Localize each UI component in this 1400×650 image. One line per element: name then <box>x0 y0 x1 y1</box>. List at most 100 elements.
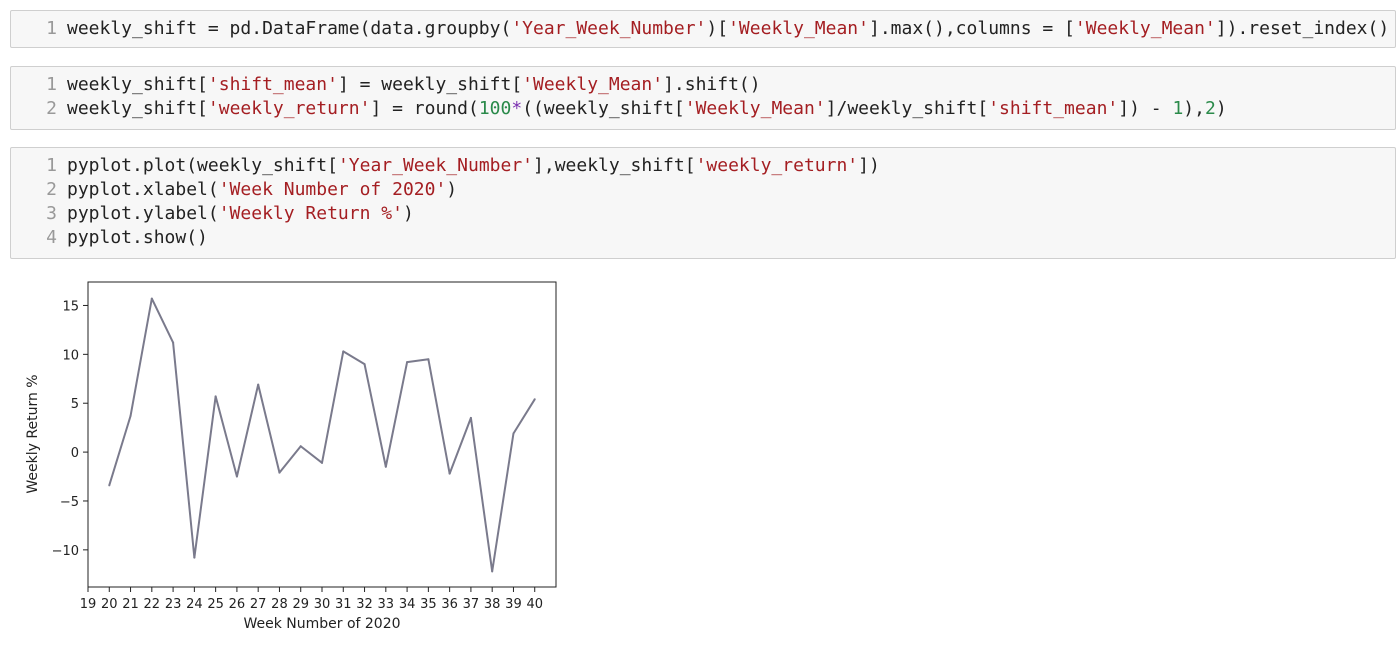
code-token: ]).reset_index() <box>1215 18 1390 39</box>
y-axis-label: Weekly Return % <box>25 374 41 493</box>
code-token: 'Year_Week_Number' <box>511 18 707 39</box>
data-point <box>427 358 430 361</box>
x-tick-label: 19 <box>80 597 97 612</box>
code-token: 'shift_mean' <box>207 74 338 95</box>
code-token: ]) - <box>1118 98 1173 119</box>
x-tick-label: 33 <box>378 597 395 612</box>
data-point <box>448 472 451 475</box>
x-tick-label: 26 <box>229 597 246 612</box>
x-tick-label: 23 <box>165 597 182 612</box>
y-tick-label: 15 <box>62 299 79 314</box>
line-chart: 19 20 21 22 23 24 25 26 27 28 29 30 31 32 33 34 35 36 37 38… <box>25 281 557 632</box>
code-text[interactable]: pyplot.ylabel('Weekly Return %') <box>67 202 414 226</box>
series-group <box>108 297 536 573</box>
code-token: )[ <box>706 18 729 39</box>
code-text[interactable]: weekly_shift = pd.DataFrame(data.groupby… <box>67 17 1389 41</box>
x-tick-label: 30 <box>314 597 331 612</box>
code-token: weekly_shift[ <box>67 74 208 95</box>
data-point <box>278 471 281 474</box>
line-number: 1 <box>46 18 57 39</box>
x-tick-label: 35 <box>420 597 437 612</box>
code-cell-1[interactable]: 1 weekly_shift = pd.DataFrame(data.groupb… <box>10 10 1396 48</box>
x-tick-label: 37 <box>463 597 480 612</box>
code-token: ].shift() <box>663 74 761 95</box>
x-tick-label: 20 <box>101 597 118 612</box>
x-tick-label: 29 <box>292 597 309 612</box>
code-token: * <box>511 98 523 119</box>
line-number: 2 <box>46 179 57 200</box>
line-number: 1 <box>46 74 57 95</box>
code-token: 'Weekly_Mean' <box>728 18 869 39</box>
code-token: weekly_shift = pd.DataFrame(data.groupby… <box>67 18 512 39</box>
code-text[interactable]: pyplot.show() <box>67 226 208 250</box>
x-tick-label: 28 <box>271 597 288 612</box>
code-token: pyplot.show() <box>67 227 208 248</box>
y-tick-label: −10 <box>52 544 79 559</box>
code-token: ) <box>446 179 458 200</box>
x-tick-label: 22 <box>144 597 161 612</box>
code-token: 'Week Number of 2020' <box>218 179 447 200</box>
code-token: 100 <box>478 98 512 119</box>
code-token: ) <box>1215 98 1227 119</box>
code-token: ],weekly_shift[ <box>533 155 696 176</box>
code-cell-3[interactable]: 1 pyplot.plot(weekly_shift['Year_Week_Num… <box>10 147 1396 259</box>
data-point <box>172 341 175 344</box>
code-token: ]) <box>858 155 880 176</box>
code-text[interactable]: weekly_shift['shift_mean'] = weekly_shif… <box>67 73 761 97</box>
data-point <box>469 416 472 419</box>
x-tick-label: 39 <box>505 597 522 612</box>
x-tick-label: 27 <box>250 597 267 612</box>
code-token: 2 <box>1204 98 1216 119</box>
y-tick-label: 10 <box>62 348 79 363</box>
x-tick-label: 32 <box>356 597 373 612</box>
code-token: ) <box>402 203 414 224</box>
code-token: 'weekly_return' <box>207 98 371 119</box>
code-token: pyplot.plot(weekly_shift[ <box>67 155 338 176</box>
code-text[interactable]: pyplot.xlabel('Week Number of 2020') <box>67 178 457 202</box>
data-point <box>512 432 515 435</box>
code-text[interactable]: pyplot.plot(weekly_shift['Year_Week_Numb… <box>67 154 880 178</box>
plot-output: 19 20 21 22 23 24 25 26 27 28 29 30 31 32 33 34 35 36 37 38… <box>20 272 565 642</box>
code-token: 'Weekly_Mean' <box>1074 18 1216 39</box>
code-token: 'Year_Week_Number' <box>337 155 534 176</box>
data-point <box>129 414 132 417</box>
data-point <box>363 363 366 366</box>
code-text[interactable]: weekly_shift['weekly_return'] = round(10… <box>67 97 1227 121</box>
y-tick-label: 0 <box>71 446 79 461</box>
data-point <box>533 398 536 401</box>
data-point <box>150 297 153 300</box>
data-point <box>406 361 409 364</box>
x-axis: 19 20 21 22 23 24 25 26 27 28 29 30 31 32 33 34 35 36 37 38… <box>80 587 543 612</box>
code-token: 'Weekly_Mean' <box>522 74 664 95</box>
x-tick-label: 36 <box>441 597 458 612</box>
data-point <box>214 395 217 398</box>
data-point <box>299 445 302 448</box>
code-token: 1 <box>1172 98 1184 119</box>
x-axis-label: Week Number of 2020 <box>243 616 400 632</box>
x-tick-label: 34 <box>399 597 416 612</box>
code-token: pyplot.xlabel( <box>67 179 219 200</box>
data-point <box>257 383 260 386</box>
code-token: ] = round( <box>370 98 479 119</box>
data-point <box>342 350 345 353</box>
x-tick-label: 24 <box>186 597 203 612</box>
data-point <box>108 484 111 487</box>
code-cell-2[interactable]: 1 weekly_shift['shift_mean'] = weekly_shi… <box>10 66 1396 130</box>
y-tick-label: 5 <box>71 397 79 412</box>
line-number: 1 <box>46 155 57 176</box>
code-token: ), <box>1183 98 1205 119</box>
data-point <box>384 465 387 468</box>
x-tick-label: 38 <box>484 597 501 612</box>
y-axis: 15 10 5 0 −5 −10 <box>52 299 88 559</box>
code-token: 'Weekly Return %' <box>218 203 403 224</box>
code-token: 'Weekly_Mean' <box>684 98 826 119</box>
x-tick-label: 31 <box>335 597 352 612</box>
line-number: 4 <box>46 227 57 248</box>
line-number: 2 <box>46 98 57 119</box>
line-number: 3 <box>46 203 57 224</box>
code-token: ] = weekly_shift[ <box>337 74 523 95</box>
code-token: 'shift_mean' <box>988 98 1119 119</box>
data-point <box>491 570 494 573</box>
code-token: weekly_shift[ <box>67 98 208 119</box>
code-token: pyplot.ylabel( <box>67 203 219 224</box>
